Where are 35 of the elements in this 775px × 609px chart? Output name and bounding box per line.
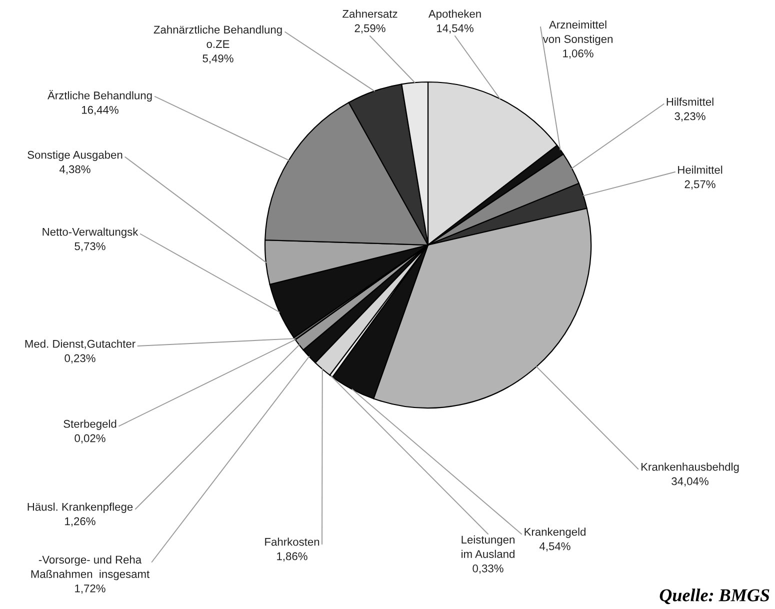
slice-label: Krankengeld bbox=[524, 528, 586, 538]
slice-label: Arzneimittel von Sonstigen bbox=[542, 20, 612, 46]
slice-label: Sterbegeld bbox=[64, 420, 116, 430]
slice-label: Heilmittel bbox=[678, 166, 722, 174]
slice-label: Netto-Verwaltungsk bbox=[42, 228, 138, 238]
slice-label: Sonstige Ausgaben bbox=[28, 150, 122, 161]
data-label: 5,49% bbox=[202, 54, 234, 64]
slice-label: Krankenhausbehdlg bbox=[641, 462, 739, 473]
data-label: 2,59% bbox=[354, 24, 386, 34]
data-label: 0,02% bbox=[74, 434, 106, 444]
data-label: 1,86% bbox=[277, 552, 308, 562]
data-label: 16,44% bbox=[82, 106, 118, 116]
slice-label: Fahrkosten bbox=[265, 538, 320, 546]
data-label: 1,72% bbox=[75, 584, 106, 594]
data-label: 3,23% bbox=[674, 112, 706, 122]
slice-label: Häusl. Krankenpflege bbox=[28, 502, 133, 513]
data-label: 0,33% bbox=[472, 564, 504, 574]
slice-label: Apotheken bbox=[428, 10, 481, 20]
data-label: 14,54% bbox=[437, 24, 474, 34]
data-label: 1,26% bbox=[65, 517, 96, 526]
data-label: 1,06% bbox=[563, 50, 594, 59]
slice-label: Zahnersatz bbox=[342, 10, 398, 18]
source-note: Quelle: BMGS bbox=[660, 588, 770, 604]
data-label: 5,73% bbox=[74, 242, 106, 252]
data-label: 2,57% bbox=[684, 180, 716, 190]
slice-label: Med. Dienst,Gutachter bbox=[25, 340, 136, 350]
slice-label: Zahnärztliche Behandlung o.ZE bbox=[154, 25, 282, 48]
data-label: 0,23% bbox=[64, 354, 96, 364]
slice-label: -Vorsorge- und Reha Maßnahmen insgesamt bbox=[31, 555, 150, 580]
slice-label: Ärztliche Behandlung bbox=[48, 90, 152, 102]
data-label: 34,04% bbox=[672, 477, 708, 486]
slice-label: Leistungen im Ausland bbox=[462, 535, 514, 558]
slice-label: Hilfsmittel bbox=[666, 98, 714, 106]
data-label: 4,54% bbox=[540, 542, 570, 552]
data-label: 4,38% bbox=[60, 165, 90, 174]
